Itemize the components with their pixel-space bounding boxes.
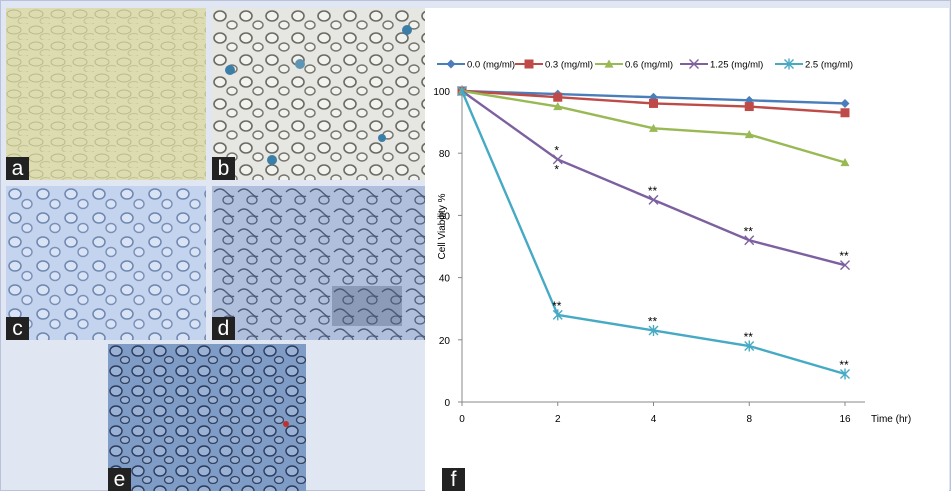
data-point bbox=[552, 309, 563, 321]
series-line bbox=[461, 90, 846, 267]
legend-label: 0.0 (mg/ml) bbox=[467, 60, 515, 71]
x-tick-label: 0 bbox=[459, 414, 465, 425]
significance-marker: ** bbox=[648, 184, 658, 198]
legend-label: 2.5 (mg/ml) bbox=[805, 60, 853, 71]
y-tick-label: 40 bbox=[439, 274, 451, 285]
data-point bbox=[648, 194, 659, 205]
legend-label: 0.3 (mg/ml) bbox=[545, 60, 593, 71]
legend-swatch-marker bbox=[604, 59, 614, 68]
data-point bbox=[649, 123, 658, 132]
legend-label: 1.25 (mg/ml) bbox=[710, 60, 763, 71]
data-point bbox=[552, 154, 563, 165]
legend-label: 0.6 (mg/ml) bbox=[625, 60, 673, 71]
data-point bbox=[648, 324, 659, 336]
significance-marker: ** bbox=[552, 299, 562, 313]
chart-legend: 0.0 (mg/ml) 0.3 (mg/ml) 0.6 (mg/ml) 1.25 (m… bbox=[437, 58, 853, 71]
data-point bbox=[744, 130, 754, 139]
legend-swatch-marker bbox=[689, 59, 699, 69]
x-axis-title: Time (hr) bbox=[871, 414, 911, 425]
data-point bbox=[744, 340, 755, 352]
data-point bbox=[744, 235, 755, 246]
micrograph-c-image bbox=[6, 186, 206, 340]
x-tick-label: 16 bbox=[839, 414, 851, 425]
legend-swatch-marker bbox=[784, 58, 794, 70]
x-tick-label: 8 bbox=[746, 414, 752, 425]
significance-marker: ** bbox=[744, 224, 754, 238]
panel-label-f: f bbox=[442, 468, 465, 491]
significance-marker: ** bbox=[839, 249, 849, 263]
data-point bbox=[840, 158, 850, 167]
panel-label-b: b bbox=[212, 157, 235, 180]
data-point bbox=[840, 108, 850, 118]
x-tick-label: 4 bbox=[651, 414, 657, 425]
panel-label-a: a bbox=[6, 157, 29, 180]
data-point bbox=[457, 85, 467, 97]
chart-svg: 0.0 (mg/ml) 0.3 (mg/ml) 0.6 (mg/ml) 1.25 (m… bbox=[433, 58, 911, 425]
micrograph-c: c bbox=[6, 186, 206, 340]
significance-marker: ** bbox=[648, 314, 658, 328]
cell-viability-chart: 0.0 (mg/ml) 0.3 (mg/ml) 0.6 (mg/ml) 1.25 (m… bbox=[425, 8, 949, 491]
significance-marker: * bbox=[554, 162, 559, 176]
data-point bbox=[649, 98, 658, 108]
x-tick-label: 2 bbox=[555, 414, 561, 425]
data-point bbox=[744, 102, 754, 112]
chart-annotations: **************** bbox=[552, 143, 849, 372]
significance-marker: ** bbox=[744, 330, 754, 344]
y-axis-title: Cell Viability % bbox=[437, 193, 448, 259]
legend-swatch-marker bbox=[446, 59, 456, 69]
y-tick-label: 100 bbox=[433, 87, 450, 98]
chart-series bbox=[457, 85, 850, 380]
data-point bbox=[840, 260, 850, 271]
micrograph-a-image bbox=[6, 8, 206, 180]
micrograph-b-image bbox=[212, 8, 425, 180]
data-point bbox=[553, 92, 563, 102]
panel-label-d: d bbox=[212, 317, 235, 340]
micrograph-e-image bbox=[108, 344, 306, 491]
y-tick-label: 80 bbox=[439, 149, 451, 160]
panel-label-c: c bbox=[6, 317, 29, 340]
legend-swatch-marker bbox=[524, 59, 534, 69]
y-tick-label: 20 bbox=[439, 336, 451, 347]
significance-marker: * bbox=[554, 143, 559, 157]
micrograph-b: b bbox=[212, 8, 425, 180]
series-4 bbox=[457, 85, 850, 380]
panel-label-e: e bbox=[108, 468, 131, 491]
series-3 bbox=[457, 86, 850, 271]
chart-axes: 0 20 40 60 80 100 0 2 4 8 16 Cell Viability % Time (… bbox=[433, 87, 911, 425]
y-tick-label: 60 bbox=[439, 211, 451, 222]
micrograph-d: d bbox=[212, 186, 425, 340]
micrograph-a: a bbox=[6, 8, 206, 180]
data-point bbox=[840, 368, 850, 380]
significance-marker: ** bbox=[839, 358, 849, 372]
data-point bbox=[553, 102, 563, 111]
micrograph-e: e bbox=[108, 344, 306, 491]
y-tick-label: 0 bbox=[444, 398, 450, 409]
data-point bbox=[840, 98, 850, 108]
micrograph-d-image bbox=[212, 186, 425, 340]
